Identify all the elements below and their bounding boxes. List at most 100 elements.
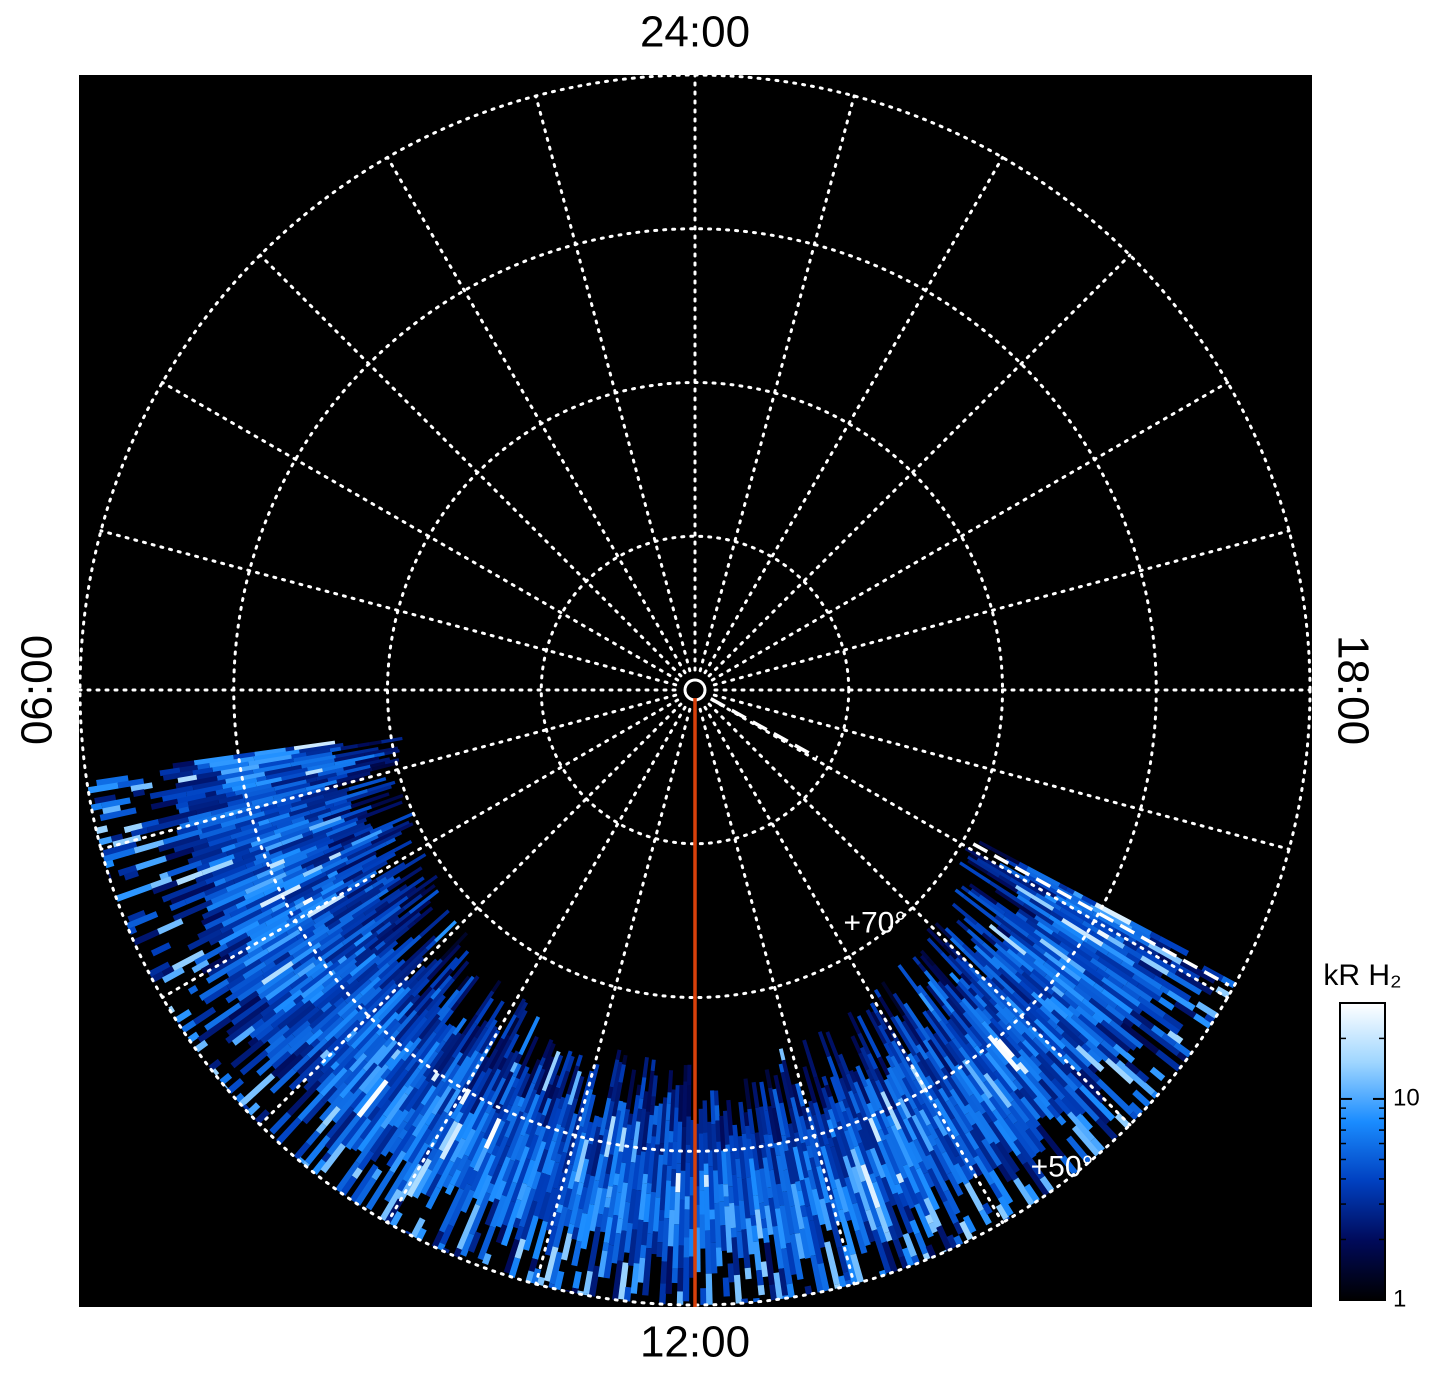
emission-cell: [394, 911, 411, 926]
emission-cell: [875, 1175, 891, 1204]
emission-cell: [1044, 973, 1068, 994]
emission-cell: [1008, 934, 1046, 966]
emission-cell: [955, 1134, 977, 1166]
emission-cell: [368, 928, 395, 951]
emission-cell: [187, 848, 223, 865]
emission-cell: [407, 958, 444, 997]
emission-cell: [1051, 985, 1065, 998]
emission-cell: [741, 1178, 751, 1219]
emission-cell: [1035, 1006, 1051, 1022]
emission-cell: [342, 842, 353, 851]
emission-cell: [1087, 1048, 1103, 1064]
emission-cell: [971, 1122, 986, 1142]
emission-cell: [264, 764, 302, 777]
emission-cell: [378, 1188, 403, 1224]
emission-cell: [666, 1092, 672, 1104]
emission-cell: [760, 1261, 769, 1278]
emission-cell: [646, 1233, 654, 1249]
emission-cell: [568, 1126, 584, 1166]
emission-cell: [771, 1107, 783, 1143]
emission-cell: [674, 1085, 680, 1108]
emission-cell: [588, 1063, 600, 1090]
emission-cell: [718, 1183, 725, 1202]
emission-cell: [938, 1020, 956, 1041]
emission-cell: [243, 878, 285, 901]
emission-cell: [789, 1205, 801, 1234]
emission-cell: [822, 1107, 832, 1121]
emission-cell: [775, 1155, 788, 1192]
emission-cell: [319, 1049, 331, 1061]
emission-cell: [372, 959, 406, 991]
emission-cell: [402, 893, 423, 911]
emission-cell: [313, 935, 346, 961]
emission-cell: [852, 1202, 871, 1247]
emission-cell: [645, 1070, 655, 1112]
emission-cell: [384, 749, 400, 756]
emission-cell: [516, 1001, 529, 1020]
emission-cell: [235, 825, 278, 844]
emission-cell: [357, 742, 370, 748]
emission-cell: [999, 973, 1032, 1005]
emission-cell: [251, 1018, 266, 1031]
emission-cell: [306, 844, 330, 858]
emission-cell: [1147, 941, 1183, 965]
emission-cell: [1095, 967, 1110, 979]
emission-cell: [187, 929, 223, 951]
emission-cell: [658, 1209, 666, 1221]
emission-cell: [980, 1053, 998, 1074]
emission-cell: [1005, 1062, 1038, 1100]
emission-cell: [1062, 1045, 1101, 1083]
emission-cell: [346, 785, 392, 803]
emission-cell: [170, 882, 216, 905]
emission-cell: [410, 993, 421, 1005]
emission-cell: [291, 1020, 311, 1038]
emission-cell: [270, 1000, 305, 1029]
emission-cell: [375, 861, 406, 882]
emission-cell: [1091, 920, 1118, 939]
lt-spoke: [703, 705, 1004, 1225]
emission-cell: [573, 1208, 584, 1229]
emission-cell: [268, 834, 314, 856]
emission-cell: [343, 810, 368, 823]
emission-cell: [411, 1079, 435, 1111]
emission-cell: [382, 907, 405, 926]
emission-cell: [330, 1060, 341, 1071]
emission-cell: [404, 1067, 422, 1089]
emission-cell: [276, 1054, 304, 1080]
emission-cell: [370, 986, 406, 1023]
emission-cell: [1135, 946, 1178, 975]
emission-cell: [210, 881, 255, 905]
emission-cell: [293, 994, 304, 1005]
emission-cell: [384, 1160, 413, 1203]
emission-cell: [1159, 985, 1170, 995]
emission-cell: [404, 1031, 438, 1073]
emission-cell: [184, 891, 207, 905]
emission-cell: [542, 1187, 558, 1223]
emission-cell: [915, 1191, 931, 1217]
emission-cell: [218, 794, 244, 805]
emission-cell: [231, 908, 274, 934]
emission-cell: [954, 1063, 985, 1104]
emission-cell: [997, 966, 1034, 1001]
emission-cell: [216, 769, 254, 782]
emission-cell: [1061, 917, 1104, 947]
emission-cell: [305, 960, 327, 978]
emission-cell: [938, 1087, 950, 1103]
emission-cell: [943, 1133, 961, 1158]
emission-cell: [382, 876, 395, 887]
emission-cell: [1026, 866, 1061, 887]
emission-cell: [387, 1061, 420, 1103]
emission-cell: [1011, 1055, 1021, 1065]
emission-cell: [502, 1050, 520, 1080]
emission-cell: [225, 1013, 264, 1044]
emission-cell: [319, 1013, 341, 1033]
emission-cell: [317, 1066, 335, 1085]
emission-cell: [604, 1100, 615, 1130]
emission-cell: [1016, 889, 1032, 902]
emission-cell: [273, 989, 304, 1015]
emission-cell: [621, 1201, 631, 1232]
emission-cell: [260, 803, 278, 813]
emission-cell: [267, 1024, 291, 1046]
emission-cell: [316, 1016, 345, 1043]
emission-cell: [357, 1150, 375, 1171]
